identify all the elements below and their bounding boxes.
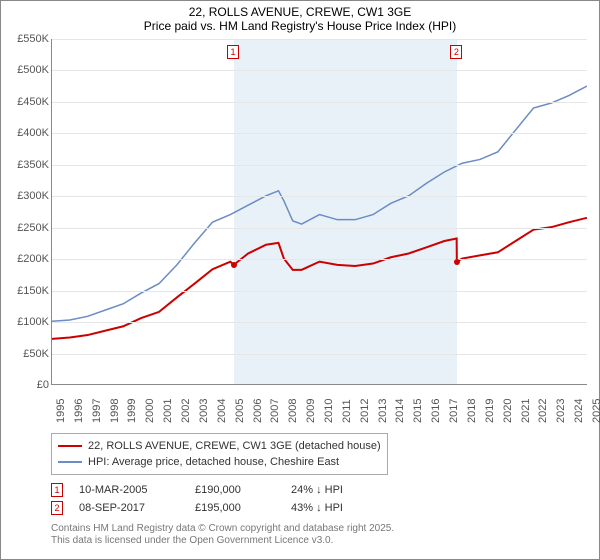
- y-tick-label: £300K: [17, 190, 49, 202]
- sale-price: £195,000: [195, 499, 275, 517]
- sale-dot: [454, 259, 460, 265]
- x-tick-label: 1995: [55, 399, 59, 423]
- x-tick-label: 2005: [234, 399, 238, 423]
- sale-date: 10-MAR-2005: [79, 481, 179, 499]
- plot-area: [51, 39, 587, 385]
- y-tick-label: £0: [37, 379, 49, 391]
- x-tick-label: 2007: [269, 399, 273, 423]
- gridline: [52, 228, 587, 229]
- x-tick-label: 2018: [466, 399, 470, 423]
- x-tick-label: 2010: [323, 399, 327, 423]
- x-tick-label: 2008: [287, 399, 291, 423]
- title-block: 22, ROLLS AVENUE, CREWE, CW1 3GE Price p…: [7, 5, 593, 33]
- footer-line-2: This data is licensed under the Open Gov…: [51, 535, 593, 547]
- legend-label: 22, ROLLS AVENUE, CREWE, CW1 3GE (detach…: [88, 438, 381, 454]
- sale-date: 08-SEP-2017: [79, 499, 179, 517]
- y-tick-label: £100K: [17, 316, 49, 328]
- x-tick-label: 2002: [180, 399, 184, 423]
- below-chart: 22, ROLLS AVENUE, CREWE, CW1 3GE (detach…: [7, 433, 593, 547]
- footer-line-1: Contains HM Land Registry data © Crown c…: [51, 523, 593, 535]
- x-tick-label: 2019: [484, 399, 488, 423]
- legend-row: HPI: Average price, detached house, Ches…: [58, 454, 381, 470]
- gridline: [52, 259, 587, 260]
- sale-marker: 1: [51, 483, 63, 497]
- sale-price: £190,000: [195, 481, 275, 499]
- y-tick-label: £450K: [17, 96, 49, 108]
- y-tick-label: £150K: [17, 285, 49, 297]
- sale-marker-box: 1: [227, 45, 239, 59]
- sale-delta: 43% ↓ HPI: [291, 499, 343, 517]
- x-tick-label: 1998: [109, 399, 113, 423]
- sale-marker: 2: [51, 501, 63, 515]
- x-tick-label: 2020: [502, 399, 506, 423]
- x-tick-label: 2011: [341, 399, 345, 423]
- chart-area: £0 £50K £100K £150K £200K £250K £300K £350K £400…: [7, 35, 591, 393]
- x-axis-labels: 1995 1996 1997 1998 1999 2000 2001 2002 2003 2004…: [51, 393, 587, 427]
- chart-container: 22, ROLLS AVENUE, CREWE, CW1 3GE Price p…: [0, 0, 600, 560]
- gridline: [52, 102, 587, 103]
- sales-table: 1 10-MAR-2005 £190,000 24% ↓ HPI 2 08-SEP-201…: [51, 481, 593, 517]
- gridline: [52, 196, 587, 197]
- x-tick-label: 2014: [394, 399, 398, 423]
- x-tick-label: 2015: [412, 399, 416, 423]
- x-tick-label: 2017: [448, 399, 452, 423]
- gridline: [52, 291, 587, 292]
- y-axis-labels: £0 £50K £100K £150K £200K £250K £300K £350K £400…: [7, 35, 51, 393]
- x-tick-label: 2001: [162, 399, 166, 423]
- gridline: [52, 39, 587, 40]
- y-tick-label: £350K: [17, 159, 49, 171]
- x-tick-label: 1999: [126, 399, 130, 423]
- x-tick-label: 1996: [73, 399, 77, 423]
- legend-label: HPI: Average price, detached house, Ches…: [88, 454, 339, 470]
- x-tick-label: 2013: [377, 399, 381, 423]
- x-tick-label: 2022: [537, 399, 541, 423]
- x-tick-label: 2021: [520, 399, 524, 423]
- line-series-svg: [52, 39, 587, 384]
- y-tick-label: £50K: [23, 348, 49, 360]
- x-tick-label: 2006: [252, 399, 256, 423]
- gridline: [52, 133, 587, 134]
- y-tick-label: £250K: [17, 222, 49, 234]
- sale-marker-box: 2: [450, 45, 462, 59]
- series-hpi: [52, 86, 587, 321]
- footer: Contains HM Land Registry data © Crown c…: [51, 523, 593, 547]
- title-line-1: 22, ROLLS AVENUE, CREWE, CW1 3GE: [7, 5, 593, 19]
- y-tick-label: £550K: [17, 33, 49, 45]
- sale-dot: [231, 262, 237, 268]
- gridline: [52, 354, 587, 355]
- gridline: [52, 70, 587, 71]
- gridline: [52, 165, 587, 166]
- title-line-2: Price paid vs. HM Land Registry's House …: [7, 19, 593, 33]
- y-tick-label: £500K: [17, 64, 49, 76]
- legend-row: 22, ROLLS AVENUE, CREWE, CW1 3GE (detach…: [58, 438, 381, 454]
- sales-row: 1 10-MAR-2005 £190,000 24% ↓ HPI: [51, 481, 593, 499]
- y-tick-label: £200K: [17, 253, 49, 265]
- x-tick-label: 2009: [305, 399, 309, 423]
- gridline: [52, 322, 587, 323]
- legend-swatch: [58, 461, 82, 463]
- y-tick-label: £400K: [17, 127, 49, 139]
- x-tick-label: 2012: [359, 399, 363, 423]
- legend: 22, ROLLS AVENUE, CREWE, CW1 3GE (detach…: [51, 433, 388, 475]
- x-tick-label: 2024: [573, 399, 577, 423]
- x-tick-label: 2016: [430, 399, 434, 423]
- x-tick-label: 1997: [91, 399, 95, 423]
- x-tick-label: 2025: [591, 399, 595, 423]
- x-tick-label: 2003: [198, 399, 202, 423]
- sales-row: 2 08-SEP-2017 £195,000 43% ↓ HPI: [51, 499, 593, 517]
- x-tick-label: 2000: [144, 399, 148, 423]
- series-price_paid: [52, 218, 587, 339]
- legend-swatch: [58, 445, 82, 447]
- x-tick-label: 2023: [555, 399, 559, 423]
- x-tick-label: 2004: [216, 399, 220, 423]
- sale-delta: 24% ↓ HPI: [291, 481, 343, 499]
